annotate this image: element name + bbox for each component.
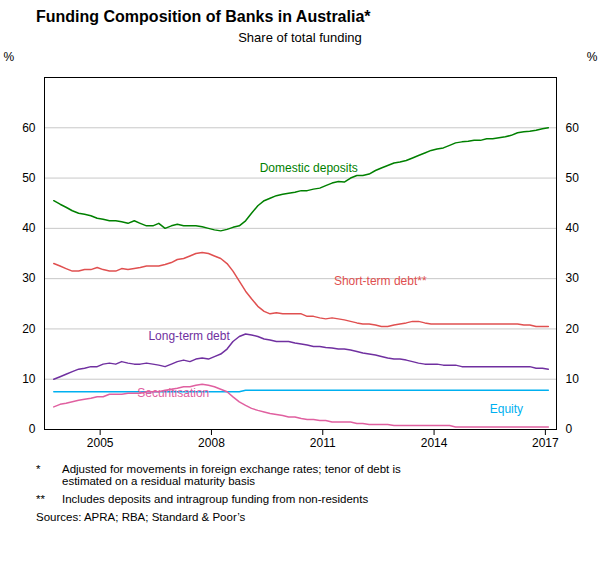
svg-text:60: 60 <box>566 121 580 135</box>
svg-text:40: 40 <box>566 221 580 235</box>
svg-text:2008: 2008 <box>198 436 225 450</box>
html-text:Adjusted for movements in fore: Adjusted for movements in foreign exchan… <box>62 463 401 487</box>
svg-text:30: 30 <box>566 271 580 285</box>
svg-text:50: 50 <box>566 171 580 185</box>
svg-text:0: 0 <box>566 422 573 436</box>
html-text:Share of total funding: Share of total funding <box>238 30 362 45</box>
svg-text:Equity: Equity <box>490 402 523 416</box>
svg-text:2005: 2005 <box>87 436 114 450</box>
svg-text:Domestic deposits: Domestic deposits <box>260 161 358 175</box>
svg-text:20: 20 <box>566 322 580 336</box>
html-text:Funding Composition of Banks i: Funding Composition of Banks in Australi… <box>36 8 371 25</box>
svg-text:2014: 2014 <box>421 436 448 450</box>
svg-text:30: 30 <box>22 271 36 285</box>
svg-text:2011: 2011 <box>310 436 336 450</box>
svg-text:20: 20 <box>22 322 36 336</box>
svg-text:Short-term debt**: Short-term debt** <box>334 274 427 288</box>
svg-text:40: 40 <box>22 221 36 235</box>
svg-text:10: 10 <box>22 372 36 386</box>
svg-text:2017: 2017 <box>532 436 559 450</box>
svg-text:50: 50 <box>22 171 36 185</box>
html-text:Sources: APRA; RBA; Standard &: Sources: APRA; RBA; Standard & Poor’s <box>36 511 246 523</box>
svg-text:60: 60 <box>22 121 36 135</box>
svg-text:%: % <box>587 50 598 64</box>
svg-text:0: 0 <box>29 422 36 436</box>
svg-text:10: 10 <box>566 372 580 386</box>
html-text:Includes deposits and intragro: Includes deposits and intragroup funding… <box>62 493 369 505</box>
svg-text:Long-term debt: Long-term debt <box>148 329 230 343</box>
svg-text:%: % <box>4 50 15 64</box>
svg-text:Securitisation: Securitisation <box>137 386 209 400</box>
